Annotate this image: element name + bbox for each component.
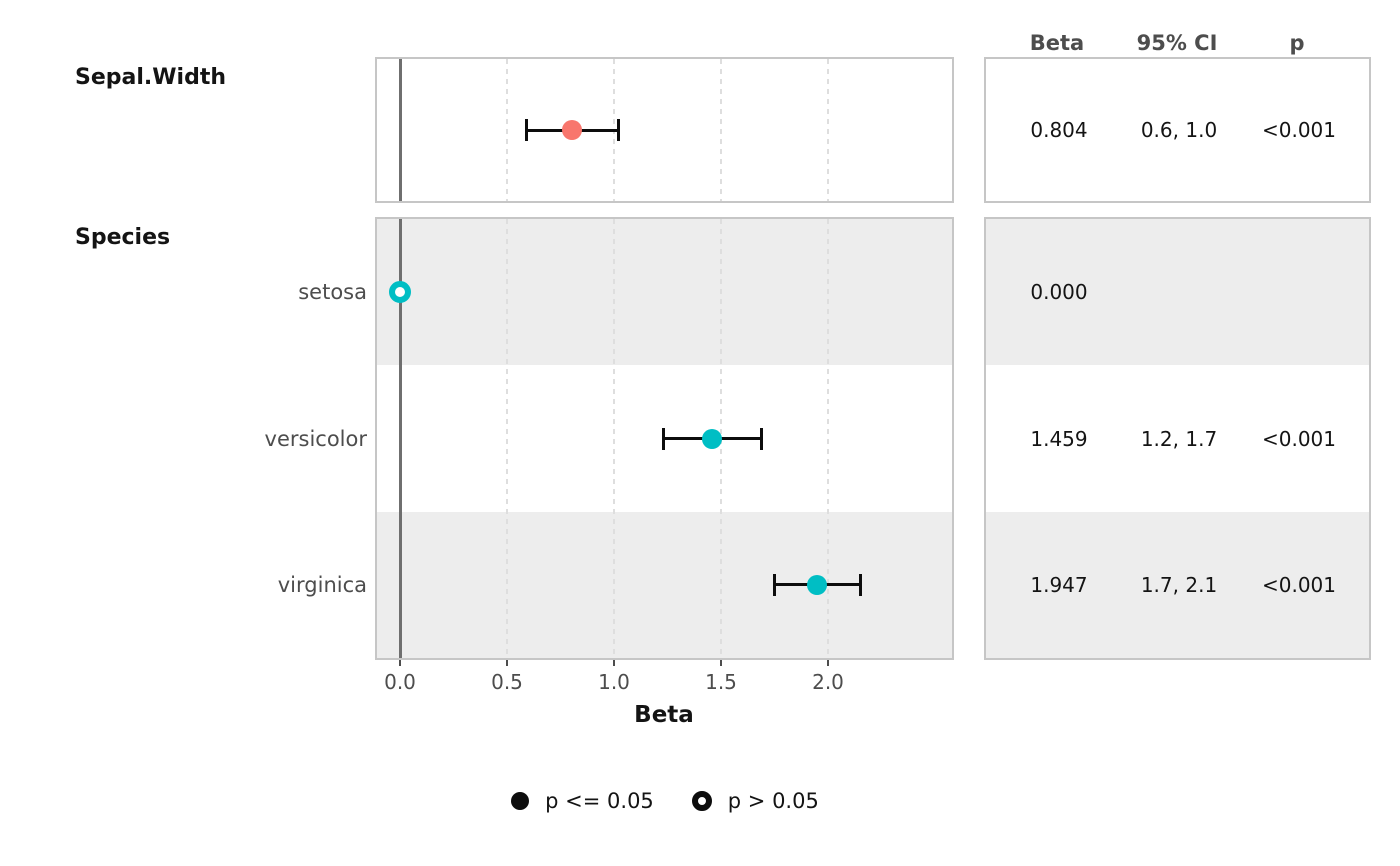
point-virginica <box>806 574 827 595</box>
row-stripe <box>986 511 1369 658</box>
plot-panel-sepal-width <box>375 57 954 203</box>
errorbar-cap-right <box>616 119 620 141</box>
gridline <box>506 219 508 658</box>
x-tick-label: 0.5 <box>491 670 523 694</box>
table-header-beta: Beta <box>1029 31 1085 55</box>
group-label-sepal-width: Sepal.Width <box>75 65 226 90</box>
x-tick-mark <box>720 660 722 666</box>
gridline <box>506 59 508 201</box>
errorbar-cap-left <box>773 573 776 596</box>
legend-item-significant: p <= 0.05 <box>511 789 654 813</box>
row-stripe <box>986 219 1369 366</box>
table-cell-virginica-ci: 1.7, 2.1 <box>1140 572 1218 597</box>
legend-label: p > 0.05 <box>727 789 819 813</box>
gridline <box>827 219 829 658</box>
x-tick-label: 0.0 <box>384 670 416 694</box>
x-tick-mark <box>613 660 615 666</box>
table-cell-versicolor-ci: 1.2, 1.7 <box>1140 426 1218 451</box>
x-tick-mark <box>399 660 401 666</box>
open-point-icon <box>691 791 712 811</box>
table-panel-sepal-width: 0.804 0.6, 1.0 <0.001 <box>984 57 1371 203</box>
point-sepal-width <box>562 120 583 140</box>
x-tick-mark <box>827 660 829 666</box>
zero-reference-line <box>398 59 402 201</box>
table-cell-sepal-width-beta: 0.804 <box>1030 118 1088 142</box>
group-label-species: Species <box>75 225 171 250</box>
x-tick-mark <box>506 660 508 666</box>
gridline <box>613 219 615 658</box>
legend: p <= 0.05 p > 0.05 <box>0 786 1330 816</box>
table-cell-versicolor-beta: 1.459 <box>1030 426 1088 451</box>
x-tick-label: 2.0 <box>812 670 844 694</box>
gridline <box>827 59 829 201</box>
zero-reference-line <box>398 219 402 658</box>
point-versicolor <box>702 428 723 449</box>
table-cell-virginica-beta: 1.947 <box>1030 572 1088 597</box>
table-header-p: p <box>1289 31 1305 55</box>
table-header-95-ci: 95% CI <box>1136 31 1218 55</box>
row-label-setosa: setosa <box>298 280 367 305</box>
errorbar-cap-right <box>760 427 764 450</box>
row-stripe <box>377 219 952 366</box>
table-cell-versicolor-p: <0.001 <box>1261 426 1337 451</box>
table-panel-species: 0.000 1.459 1.2, 1.7 <0.001 1.947 1.7, 2.1 <0.… <box>984 217 1371 660</box>
x-tick-label: 1.5 <box>705 670 737 694</box>
legend-item-not-significant: p > 0.05 <box>691 789 819 813</box>
point-setosa <box>389 281 411 304</box>
legend-label: p <= 0.05 <box>545 789 654 813</box>
row-stripe <box>377 511 952 658</box>
errorbar-cap-left <box>524 119 528 141</box>
filled-point-icon <box>511 792 530 810</box>
row-label-virginica: virginica <box>277 572 367 597</box>
errorbar-cap-right <box>858 573 862 596</box>
table-cell-sepal-width-p: <0.001 <box>1261 118 1337 142</box>
plot-panel-species <box>375 217 954 660</box>
table-cell-virginica-p: <0.001 <box>1261 572 1337 597</box>
row-label-versicolor: versicolor <box>264 426 367 451</box>
errorbar-cap-left <box>661 427 665 450</box>
table-cell-setosa-beta: 0.000 <box>1030 280 1088 305</box>
x-axis-title: Beta <box>634 702 694 728</box>
x-tick-label: 1.0 <box>598 670 630 694</box>
gridline <box>720 59 722 201</box>
table-cell-sepal-width-ci: 0.6, 1.0 <box>1140 118 1218 142</box>
